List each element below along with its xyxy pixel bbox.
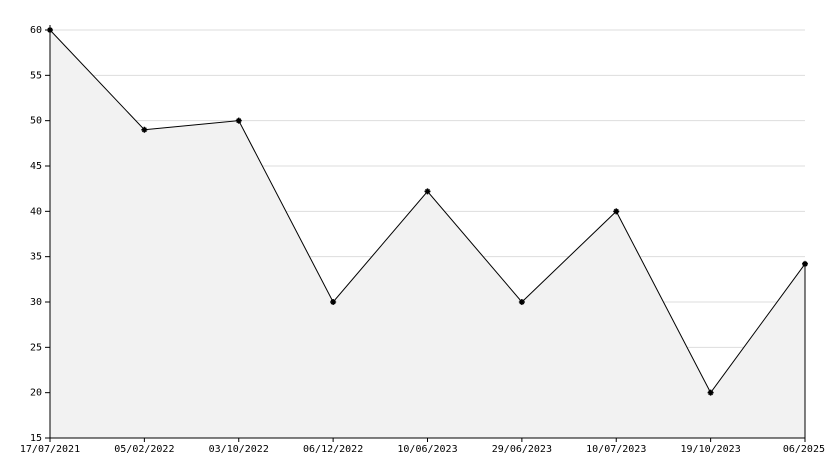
- y-tick-label: 45: [30, 161, 42, 172]
- y-tick-label: 50: [30, 116, 42, 127]
- point-marker: [330, 299, 337, 305]
- y-tick-label: 55: [30, 70, 42, 81]
- point-marker: [235, 117, 242, 124]
- x-tick-label: 06/12/2022: [303, 444, 363, 455]
- x-tick-label: 03/10/2022: [209, 444, 269, 455]
- point-marker: [707, 389, 714, 396]
- x-tick-label: 10/07/2023: [586, 444, 646, 455]
- y-tick-label: 60: [30, 25, 42, 36]
- x-tick-label: 29/06/2023: [492, 444, 552, 455]
- point-marker: [518, 299, 525, 305]
- x-tick-label: 06/2025: [783, 444, 825, 455]
- x-tick-label: 10/06/2023: [397, 444, 457, 455]
- x-tick-label: 17/07/2021: [20, 444, 80, 455]
- y-tick-label: 25: [30, 342, 42, 353]
- area-fill: [50, 30, 805, 438]
- point-marker: [424, 188, 431, 195]
- x-tick-label: 05/02/2022: [114, 444, 174, 455]
- y-tick-label: 15: [30, 433, 42, 444]
- point-marker: [613, 208, 620, 215]
- point-marker: [802, 260, 808, 267]
- y-tick-label: 20: [30, 388, 42, 399]
- y-tick-label: 35: [30, 252, 42, 263]
- point-marker: [141, 126, 148, 133]
- x-tick-label: 19/10/2023: [681, 444, 741, 455]
- y-tick-label: 30: [30, 297, 42, 308]
- y-tick-label: 40: [30, 206, 42, 217]
